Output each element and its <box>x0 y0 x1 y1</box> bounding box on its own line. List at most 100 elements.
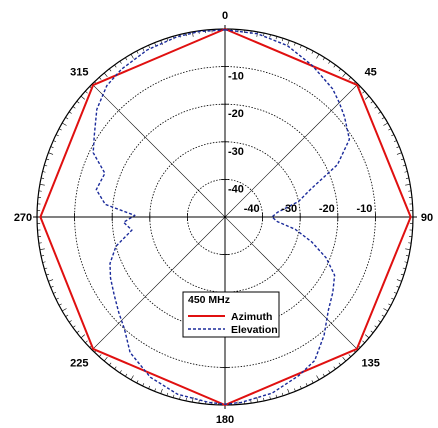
angle-tick <box>39 184 45 186</box>
angle-tick <box>160 388 163 394</box>
angle-tick <box>48 279 54 282</box>
angle-label-315: 315 <box>70 66 88 78</box>
radial-label: -40 <box>228 183 244 195</box>
angle-tick <box>103 356 108 362</box>
angle-tick <box>44 164 48 167</box>
angle-tick <box>378 111 382 114</box>
angle-tick <box>402 164 406 167</box>
angle-tick <box>391 297 395 300</box>
angle-tick <box>388 303 392 306</box>
angle-tick <box>328 60 331 64</box>
angle-tick <box>348 77 352 80</box>
angle-tick <box>109 362 112 366</box>
angle-tick <box>393 140 397 143</box>
angle-tick <box>65 314 69 317</box>
angle-tick <box>393 291 397 294</box>
angle-tick <box>305 383 308 387</box>
angle-tick <box>192 31 194 37</box>
angle-tick <box>391 134 395 137</box>
angle-tick <box>311 50 314 54</box>
angle-tick <box>119 60 122 64</box>
angle-tick <box>299 45 302 49</box>
angle-tick <box>154 42 156 46</box>
angle-tick <box>76 330 80 333</box>
angle-tick <box>185 33 187 37</box>
angle-tick <box>374 106 378 109</box>
angle-tick <box>114 366 117 370</box>
angle-tick <box>109 68 112 72</box>
series-elevation-line <box>92 29 351 405</box>
polar-grid <box>33 25 417 409</box>
legend: 450 MHz Azimuth Elevation <box>182 291 280 338</box>
series-layer <box>39 28 412 406</box>
radial-label: -30 <box>228 146 244 158</box>
angle-tick <box>42 261 46 263</box>
angle-tick <box>381 314 385 317</box>
angle-tick <box>269 34 271 38</box>
angle-tick <box>148 45 151 49</box>
angle-tick <box>119 370 122 374</box>
angle-tick <box>370 330 374 333</box>
angle-tick <box>400 158 404 161</box>
series-azimuth-line <box>39 28 412 406</box>
angle-tick <box>46 273 50 276</box>
angle-tick <box>342 356 347 362</box>
radial-label: -20 <box>228 108 244 120</box>
angle-tick <box>62 308 67 312</box>
angle-tick <box>338 68 341 72</box>
angle-tick <box>281 38 284 42</box>
angle-tick <box>263 397 265 401</box>
horizontal-axis-label: -10 <box>356 203 372 215</box>
angle-tick <box>322 57 325 61</box>
angle-tick <box>130 375 134 380</box>
angle-tick <box>316 375 320 380</box>
angle-tick <box>48 152 54 155</box>
angle-tick <box>362 340 365 344</box>
angle-tick <box>402 267 406 270</box>
angle-tick <box>103 72 108 78</box>
legend-elevation-label: Elevation <box>231 324 278 336</box>
angle-tick <box>396 146 400 148</box>
angle-tick <box>125 57 128 61</box>
angle-tick <box>396 286 400 288</box>
angle-tick <box>333 64 336 68</box>
horizontal-axis-label: -30 <box>281 203 297 215</box>
angle-tick <box>405 184 411 186</box>
angle-tick <box>316 54 320 59</box>
angle-tick <box>85 90 88 94</box>
angle-tick <box>72 106 76 109</box>
angle-tick <box>381 117 385 120</box>
angle-label-135: 135 <box>362 358 380 370</box>
angle-tick <box>400 273 404 276</box>
angle-tick <box>136 50 139 54</box>
angle-tick <box>166 38 169 42</box>
angle-tick <box>311 380 314 384</box>
angle-tick <box>275 36 278 40</box>
angle-tick <box>166 392 169 396</box>
angle-tick <box>364 334 370 339</box>
angle-tick <box>68 111 72 114</box>
angle-tick <box>50 286 54 288</box>
angle-label-90: 90 <box>421 212 433 224</box>
angle-tick <box>383 122 388 126</box>
horizontal-axis-label: -40 <box>244 203 260 215</box>
angle-tick <box>256 397 258 403</box>
angle-tick <box>299 385 302 389</box>
angle-tick <box>396 279 402 282</box>
angle-tick <box>405 248 411 250</box>
angle-tick <box>58 303 62 306</box>
angle-tick <box>125 373 128 377</box>
angle-tick <box>305 47 308 51</box>
angle-tick <box>287 388 290 394</box>
angle-tick <box>388 128 392 131</box>
angle-tick <box>72 325 76 328</box>
angle-tick <box>333 366 336 370</box>
angle-tick <box>348 354 352 357</box>
angle-tick <box>287 40 290 46</box>
angle-label-270: 270 <box>14 212 32 224</box>
angle-tick <box>364 95 370 100</box>
angle-tick <box>396 152 402 155</box>
angle-tick <box>378 320 382 323</box>
angle-tick <box>65 117 69 120</box>
